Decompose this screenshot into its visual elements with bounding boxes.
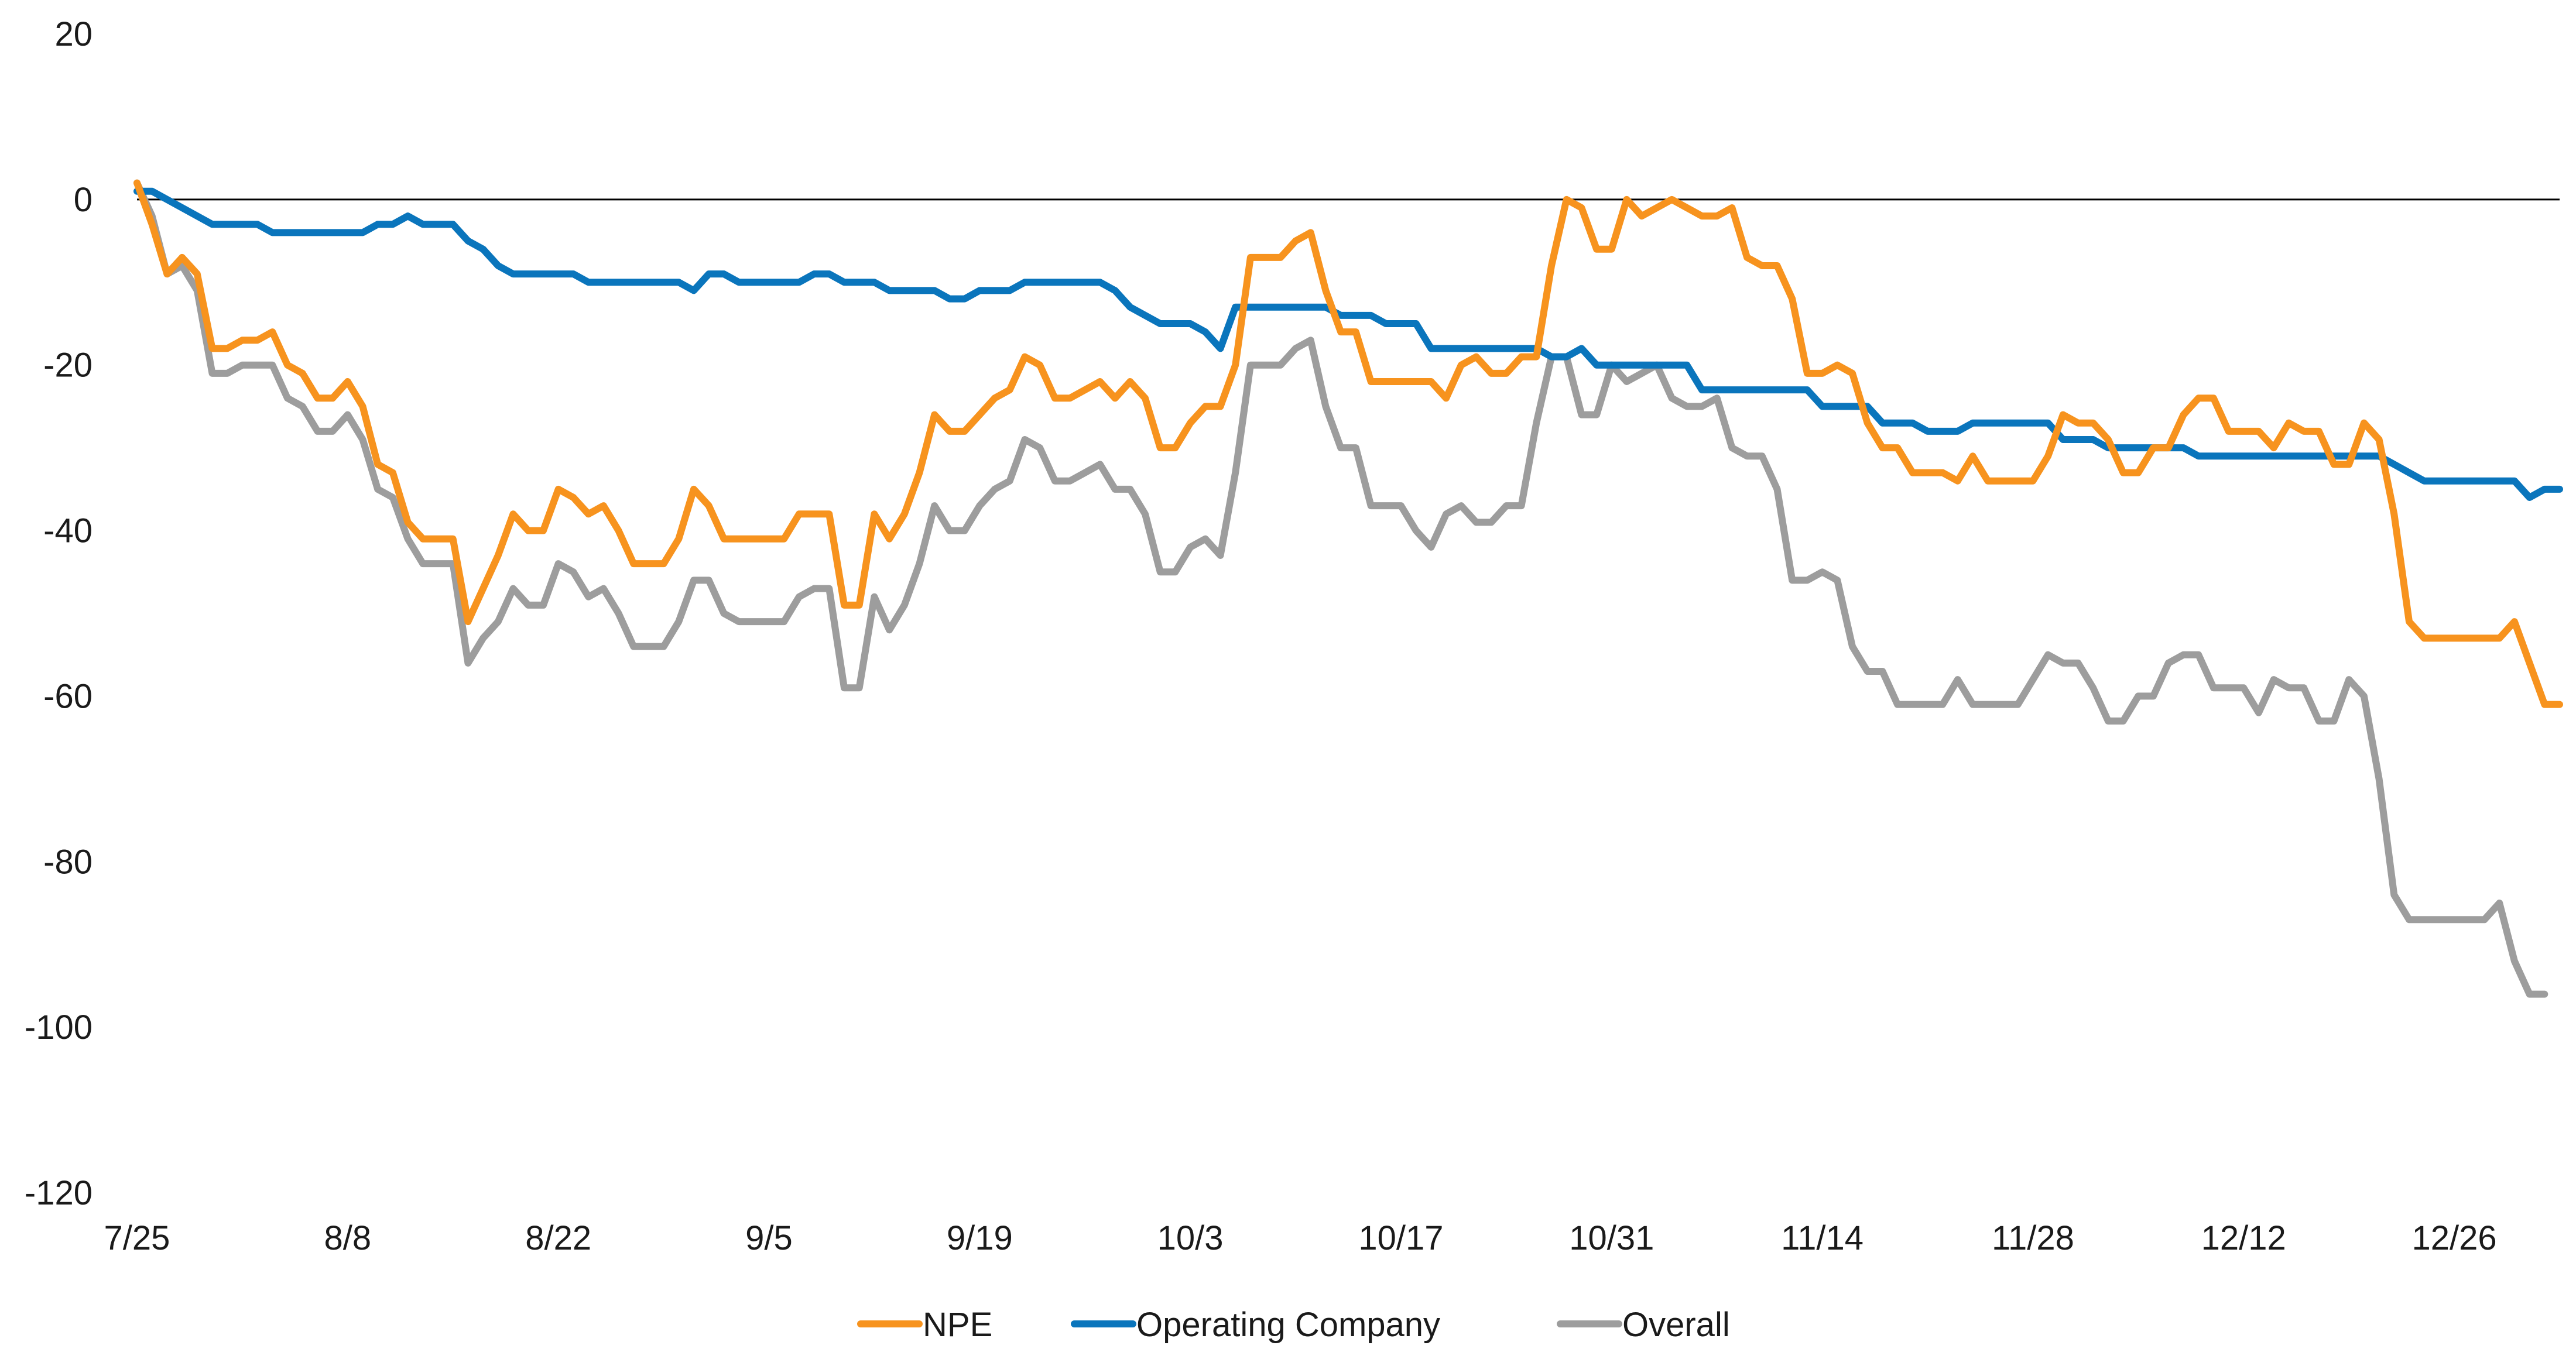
x-tick-label: 7/25 [104, 1219, 170, 1257]
x-tick-label: 8/22 [525, 1219, 591, 1257]
y-tick-label: -120 [25, 1174, 93, 1212]
y-tick-label: -40 [43, 512, 93, 550]
y-tick-label: 0 [74, 181, 93, 219]
x-tick-label: 11/28 [1992, 1219, 2074, 1257]
y-tick-label: 20 [54, 15, 93, 53]
x-tick-label: 10/17 [1358, 1219, 1443, 1257]
legend-label-operating-company: Operating Company [1136, 1306, 1440, 1344]
series-line-operating-company [137, 191, 2560, 497]
x-tick-label: 9/5 [745, 1219, 793, 1257]
y-axis: 20 0 -20 -40 -60 -80 -100 -120 [25, 15, 93, 1212]
y-tick-label: -60 [43, 677, 93, 715]
series-line-npe [137, 183, 2560, 705]
x-tick-label: 9/19 [947, 1219, 1013, 1257]
y-tick-label: -20 [43, 346, 93, 385]
y-tick-label: -100 [25, 1008, 93, 1046]
legend-label-npe: NPE [923, 1306, 992, 1344]
x-tick-label: 12/26 [2412, 1219, 2497, 1257]
x-tick-label: 10/3 [1157, 1219, 1224, 1257]
series-line-overall [137, 183, 2544, 994]
x-tick-label: 10/31 [1569, 1219, 1654, 1257]
series-layer [137, 183, 2560, 994]
x-tick-label: 8/8 [324, 1219, 372, 1257]
y-tick-label: -80 [43, 843, 93, 881]
x-tick-label: 11/14 [1781, 1219, 1864, 1257]
x-axis: 7/25 8/8 8/22 9/5 9/19 10/3 10/17 10/31 11/14 11/… [104, 1219, 2497, 1257]
x-tick-label: 12/12 [2201, 1219, 2286, 1257]
legend: NPE Operating Company Overall [861, 1306, 1730, 1344]
legend-label-overall: Overall [1622, 1306, 1730, 1344]
